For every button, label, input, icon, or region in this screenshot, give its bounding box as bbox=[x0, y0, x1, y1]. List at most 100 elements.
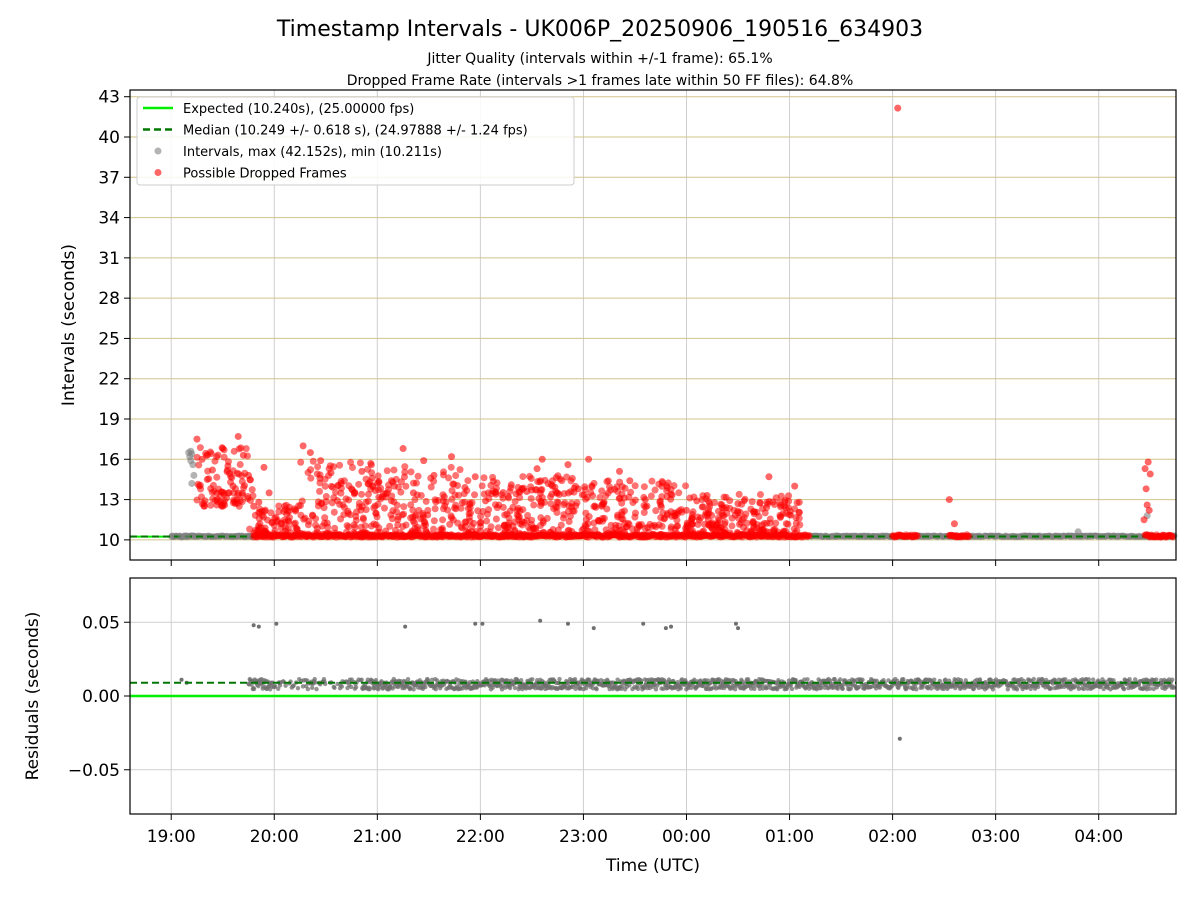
dropped-frame-point bbox=[657, 501, 665, 509]
dropped-frame-point bbox=[547, 493, 555, 501]
dropped-frame-point bbox=[698, 496, 706, 504]
dropped-frame-point bbox=[482, 497, 490, 505]
dropped-frame-point bbox=[400, 503, 408, 511]
dropped-frame-point bbox=[375, 478, 383, 486]
residual-point bbox=[1048, 686, 1054, 691]
dropped-frame-point bbox=[564, 527, 572, 535]
dropped-frame-point bbox=[201, 497, 209, 505]
residual-point bbox=[874, 678, 879, 684]
dropped-frame-point bbox=[792, 519, 800, 527]
dropped-frame-point bbox=[448, 453, 456, 461]
residual-point bbox=[877, 685, 883, 690]
residual-point bbox=[251, 686, 257, 692]
residual-point bbox=[538, 618, 543, 623]
dropped-frame-point bbox=[631, 482, 639, 490]
dropped-frame-point bbox=[682, 482, 690, 490]
dropped-frame-point bbox=[250, 502, 258, 510]
dropped-frame-point bbox=[219, 502, 227, 510]
chart-title: Timestamp Intervals - UK006P_20250906_19… bbox=[276, 17, 923, 42]
dropped-frame-point bbox=[314, 498, 322, 506]
residual-point bbox=[272, 683, 278, 689]
dropped-frame-point bbox=[701, 511, 709, 519]
dropped-frame-point bbox=[229, 482, 237, 490]
dropped-frame-point bbox=[219, 445, 227, 453]
dropped-frame-point bbox=[743, 519, 751, 527]
residual-point bbox=[856, 684, 861, 690]
dropped-frame-point bbox=[694, 513, 702, 521]
dropped-frame-point bbox=[749, 517, 757, 525]
dropped-frame-point bbox=[585, 527, 593, 535]
dropped-frame-point bbox=[620, 528, 628, 536]
dropped-frame-point bbox=[640, 502, 648, 510]
residuals-panel: −0.05 0.00 0.05 19:00 20:00 21:00 22:00 23:00 00… bbox=[68, 577, 1177, 847]
residual-point bbox=[848, 686, 853, 691]
residual-point bbox=[583, 686, 589, 691]
top-y-axis-label: Intervals (seconds) bbox=[59, 244, 79, 406]
dropped-frame-point bbox=[766, 515, 774, 523]
dropped-frame-point bbox=[422, 497, 430, 505]
dropped-frame-point bbox=[420, 457, 428, 465]
dropped-frame-point bbox=[307, 474, 315, 482]
dropped-frame-point bbox=[494, 524, 502, 532]
dropped-frame-point bbox=[350, 490, 358, 498]
dropped-frame-point bbox=[467, 509, 475, 517]
dropped-frame-point bbox=[581, 486, 589, 494]
top-y-tick-label: 37 bbox=[98, 168, 120, 188]
legend-entry-label: Expected (10.240s), (25.00000 fps) bbox=[183, 102, 414, 117]
dropped-frame-point bbox=[655, 480, 663, 488]
dropped-frame-point bbox=[442, 498, 450, 506]
residual-point bbox=[348, 684, 354, 690]
dropped-frame-point bbox=[506, 507, 514, 515]
dropped-frame-point bbox=[297, 529, 305, 537]
dropped-frame-point bbox=[447, 531, 455, 539]
dropped-frame-point bbox=[414, 526, 422, 534]
dropped-frame-point bbox=[737, 531, 745, 539]
dropped-frame-point bbox=[233, 469, 241, 477]
dropped-frame-point bbox=[791, 505, 799, 513]
dropped-frame-point bbox=[1146, 470, 1154, 478]
dropped-frame-point bbox=[207, 501, 215, 509]
residual-point bbox=[828, 678, 833, 683]
dropped-frame-point bbox=[267, 509, 275, 517]
dropped-frame-point bbox=[417, 515, 425, 523]
dropped-frame-point bbox=[750, 524, 758, 532]
dropped-frame-point bbox=[198, 455, 206, 463]
residual-point bbox=[838, 677, 843, 682]
dropped-frame-point bbox=[507, 481, 515, 489]
dropped-frame-point bbox=[602, 526, 610, 534]
dropped-frame-point bbox=[299, 442, 307, 450]
dropped-frame-point bbox=[527, 483, 535, 491]
dropped-frame-point bbox=[638, 531, 646, 539]
dropped-frame-point bbox=[348, 485, 356, 493]
dropped-frame-point bbox=[1145, 506, 1153, 514]
dropped-frame-point bbox=[272, 513, 280, 521]
dropped-frame-point bbox=[326, 462, 334, 470]
dropped-frame-point bbox=[600, 498, 608, 506]
dropped-frame-point bbox=[492, 490, 500, 498]
x-tick-label: 23:00 bbox=[559, 827, 608, 847]
dropped-frame-point bbox=[413, 531, 421, 539]
dropped-frame-point bbox=[505, 494, 513, 502]
dropped-frame-point bbox=[237, 444, 245, 452]
dropped-frame-point bbox=[719, 511, 727, 519]
dropped-frame-point bbox=[291, 507, 299, 515]
residual-point bbox=[620, 683, 625, 689]
dropped-frame-point bbox=[454, 482, 462, 490]
dropped-frame-point bbox=[355, 499, 363, 507]
dropped-frame-point bbox=[539, 519, 547, 527]
top-y-tick-label: 28 bbox=[98, 289, 120, 309]
dropped-frame-point bbox=[652, 507, 660, 515]
dropped-frame-point bbox=[383, 467, 391, 475]
dropped-frame-point bbox=[277, 519, 285, 527]
residual-point bbox=[507, 685, 513, 691]
residual-point bbox=[518, 678, 524, 683]
dropped-frame-point bbox=[398, 511, 406, 519]
dropped-frame-point bbox=[603, 478, 611, 486]
dropped-frame-point bbox=[592, 503, 600, 511]
dropped-frame-point bbox=[761, 509, 769, 517]
dropped-frame-point bbox=[313, 470, 321, 478]
interval-point bbox=[187, 447, 195, 455]
residual-point bbox=[590, 686, 596, 691]
dropped-frame-point bbox=[748, 498, 756, 506]
dropped-frame-point bbox=[254, 529, 262, 537]
